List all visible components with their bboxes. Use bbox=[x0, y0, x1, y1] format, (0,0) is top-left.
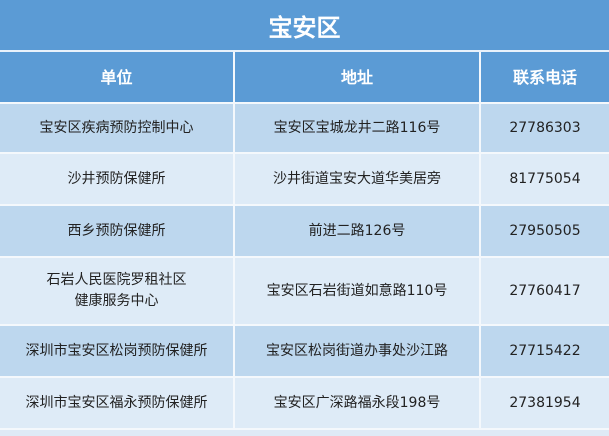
address-cell: 宝安区石岩街道如意路110号 bbox=[233, 256, 481, 326]
phone-cell: 81775054 bbox=[479, 152, 609, 206]
address-cell: 前进二路126号 bbox=[233, 204, 481, 258]
table-row: 沙井预防保健所 沙井街道宝安大道华美居旁 81775054 bbox=[0, 152, 609, 206]
unit-cell: 宝安区疾病预防控制中心 bbox=[0, 102, 235, 154]
contact-table: 单位 地址 联系电话 宝安区疾病预防控制中心 宝安区宝城龙井二路116号 27786… bbox=[0, 52, 609, 430]
unit-cell: 深圳市宝安区福永预防保健所 bbox=[0, 376, 235, 430]
unit-cell: 深圳市宝安区松岗预防保健所 bbox=[0, 324, 235, 378]
address-cell: 宝安区广深路福永段198号 bbox=[233, 376, 481, 430]
table-row: 深圳市宝安区福永预防保健所 宝安区广深路福永段198号 27381954 bbox=[0, 376, 609, 430]
header-row: 单位 地址 联系电话 bbox=[0, 52, 609, 104]
table-row: 宝安区疾病预防控制中心 宝安区宝城龙井二路116号 27786303 bbox=[0, 102, 609, 154]
phone-cell: 27760417 bbox=[479, 256, 609, 326]
table-row: 西乡预防保健所 前进二路126号 27950505 bbox=[0, 204, 609, 258]
unit-cell: 石岩人民医院罗租社区 健康服务中心 bbox=[0, 256, 235, 326]
phone-cell: 27715422 bbox=[479, 324, 609, 378]
phone-cell: 27786303 bbox=[479, 102, 609, 154]
header-unit: 单位 bbox=[0, 52, 235, 104]
address-cell: 沙井街道宝安大道华美居旁 bbox=[233, 152, 481, 206]
table-row: 深圳市宝安区松岗预防保健所 宝安区松岗街道办事处沙江路 27715422 bbox=[0, 324, 609, 378]
address-cell: 宝安区松岗街道办事处沙江路 bbox=[233, 324, 481, 378]
phone-cell: 27950505 bbox=[479, 204, 609, 258]
unit-cell: 西乡预防保健所 bbox=[0, 204, 235, 258]
header-phone: 联系电话 bbox=[479, 52, 609, 104]
phone-cell: 27381954 bbox=[479, 376, 609, 430]
unit-cell: 沙井预防保健所 bbox=[0, 152, 235, 206]
header-address: 地址 bbox=[233, 52, 481, 104]
address-cell: 宝安区宝城龙井二路116号 bbox=[233, 102, 481, 154]
table-title: 宝安区 bbox=[0, 0, 609, 52]
table-row: 石岩人民医院罗租社区 健康服务中心 宝安区石岩街道如意路110号 27760417 bbox=[0, 256, 609, 326]
